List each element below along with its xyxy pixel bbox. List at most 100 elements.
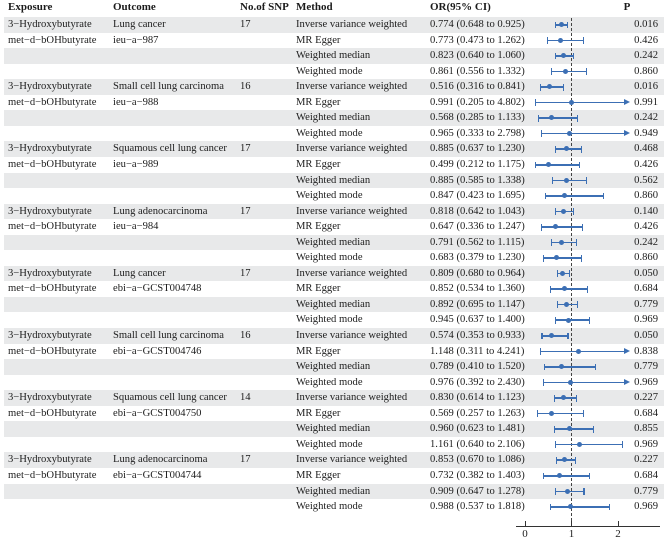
exposure-label: 3−Hydroxybutyrate xyxy=(8,392,92,404)
ci-cap-left xyxy=(539,348,541,355)
outcome-label: Lung adenocarcinoma xyxy=(113,454,208,466)
row-shade xyxy=(4,172,664,189)
or-point xyxy=(575,348,581,354)
x-axis-tick-2 xyxy=(617,520,619,527)
method-label: Weighted mode xyxy=(296,501,363,513)
outcome-label: Lung adenocarcinoma xyxy=(113,205,208,217)
outcome-id: ieu−a−984 xyxy=(113,221,159,233)
ci-cap-left xyxy=(544,192,546,200)
ci-cap-left xyxy=(551,239,553,247)
ci-cap-left xyxy=(541,332,543,340)
snp-count: 17 xyxy=(240,143,251,155)
p-value: 0.969 xyxy=(634,376,658,388)
ci-cap-left xyxy=(553,394,555,402)
table-row: Weighted mode 0.976 (0.392 to 2.430) 0.969 xyxy=(0,375,669,391)
outcome-label: Small cell lung carcinoma xyxy=(113,330,224,341)
ci-line xyxy=(534,101,624,104)
method-label: MR Egger xyxy=(296,469,341,481)
exposure-label: 3−Hydroxybutyrate xyxy=(8,143,92,155)
method-label: Weighted median xyxy=(296,485,371,497)
or-point xyxy=(576,441,582,447)
ci-cap-right xyxy=(621,441,624,449)
p-value: 0.242 xyxy=(634,112,658,124)
table-row: Weighted mode 0.945 (0.637 to 1.400) 0.969 xyxy=(0,312,669,328)
ci-marker xyxy=(515,437,627,453)
ci-cap-right xyxy=(563,83,565,91)
ci-cap-right xyxy=(582,223,584,231)
exposure-label: 3−Hydroxybutyrate xyxy=(8,205,92,217)
p-value: 0.779 xyxy=(634,361,658,373)
ci-marker xyxy=(515,499,627,515)
ci-cap-left xyxy=(549,285,551,293)
table-row: Weighted mode 0.861 (0.556 to 1.332) 0.860 xyxy=(0,64,669,80)
ci-line xyxy=(544,366,596,368)
ci-line xyxy=(540,132,624,135)
or-ci-value: 0.885 (0.585 to 1.338) xyxy=(430,174,525,186)
ci-marker xyxy=(515,297,627,313)
ci-marker xyxy=(515,359,627,375)
method-label: MR Egger xyxy=(296,221,341,233)
table-row: 3−Hydroxybutyrate Lung adenocarcinoma 17 In… xyxy=(0,203,669,220)
ci-line xyxy=(547,39,584,42)
x-axis-label-0: 0 xyxy=(522,528,528,540)
p-value: 0.779 xyxy=(634,298,658,310)
p-value: 0.050 xyxy=(634,330,658,341)
or-ci-value: 0.516 (0.316 to 0.841) xyxy=(430,81,525,93)
ci-cap-right xyxy=(589,472,591,480)
or-ci-value: 0.569 (0.257 to 1.263) xyxy=(430,407,525,419)
method-label: MR Egger xyxy=(296,345,341,357)
or-ci-value: 0.885 (0.637 to 1.230) xyxy=(430,143,525,155)
or-ci-value: 0.976 (0.392 to 2.430) xyxy=(430,376,525,388)
ci-line xyxy=(552,179,588,182)
ci-cap-left xyxy=(550,503,552,511)
p-value: 0.140 xyxy=(634,205,658,217)
row-shade xyxy=(4,203,664,220)
table-row: met−d−bOHbutyrate ebi−a−GCST004748 MR Egge… xyxy=(0,281,669,297)
or-point xyxy=(563,177,569,183)
outcome-label: Small cell lung carcinoma xyxy=(113,81,224,93)
outcome-id: ebi−a−GCST004746 xyxy=(113,345,202,357)
p-value: 0.684 xyxy=(634,283,658,295)
ci-cap-right xyxy=(581,254,583,262)
method-label: Weighted median xyxy=(296,423,371,435)
or-ci-value: 0.732 (0.382 to 1.403) xyxy=(430,469,525,481)
or-ci-value: 0.847 (0.423 to 1.695) xyxy=(430,190,525,202)
p-value: 0.860 xyxy=(634,65,658,77)
ci-marker xyxy=(515,452,627,468)
ci-cap-left xyxy=(534,161,537,169)
row-shade xyxy=(4,265,664,282)
or-point xyxy=(556,473,562,479)
ci-cap-left xyxy=(554,425,556,433)
or-ci-value: 0.568 (0.285 to 1.133) xyxy=(430,112,525,124)
p-value: 0.684 xyxy=(634,469,658,481)
method-label: Weighted mode xyxy=(296,65,363,77)
ci-line xyxy=(541,335,569,337)
row-shade xyxy=(4,421,664,437)
or-ci-value: 0.574 (0.353 to 0.933) xyxy=(430,330,525,341)
ci-line xyxy=(554,428,594,430)
ci-marker xyxy=(515,250,627,266)
ci-line xyxy=(550,506,610,508)
column-header-exposure: Exposure xyxy=(8,1,53,13)
ci-cap-right xyxy=(586,177,588,184)
ci-cap-right xyxy=(572,208,574,215)
snp-count: 17 xyxy=(240,205,251,217)
ci-cap-right xyxy=(576,114,578,122)
or-point xyxy=(562,457,568,463)
row-shade xyxy=(4,483,664,500)
exposure-label: 3−Hydroxybutyrate xyxy=(8,454,92,466)
or-point xyxy=(562,286,568,292)
x-axis-tick-0 xyxy=(524,520,526,527)
row-shade xyxy=(4,328,664,344)
table-row: 3−Hydroxybutyrate Small cell lung carcino… xyxy=(0,328,669,344)
method-label: Inverse variance weighted xyxy=(296,81,408,93)
ci-cap-left xyxy=(538,114,540,122)
method-label: Weighted median xyxy=(296,174,371,186)
or-ci-value: 0.945 (0.637 to 1.400) xyxy=(430,314,525,326)
method-label: Weighted median xyxy=(296,298,371,310)
or-ci-value: 0.789 (0.410 to 1.520) xyxy=(430,361,525,373)
ci-clip-arrow-icon xyxy=(623,378,630,385)
exposure-label: 3−Hydroxybutyrate xyxy=(8,267,92,279)
or-point xyxy=(554,255,560,261)
ci-cap-left xyxy=(554,145,556,153)
